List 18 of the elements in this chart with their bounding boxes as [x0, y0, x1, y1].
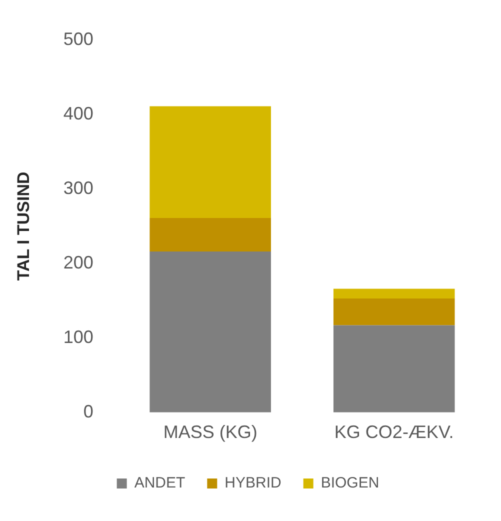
bar	[150, 218, 271, 252]
bar	[333, 288, 455, 298]
x-tick-label: MASS (KG)	[163, 422, 258, 442]
y-tick-label: 100	[63, 326, 94, 347]
y-tick-label: 300	[63, 178, 94, 198]
y-tick-label: 0	[83, 401, 94, 422]
bar	[333, 298, 455, 326]
bar	[333, 325, 455, 412]
y-tick-label: 500	[63, 28, 94, 49]
legend-label: ANDET	[134, 474, 186, 492]
y-tick-label: 200	[63, 252, 94, 272]
y-tick-label: 400	[63, 103, 94, 124]
legend-label: BIOGEN	[320, 474, 380, 492]
bar	[150, 106, 271, 218]
x-tick-label: KG CO2-ÆKV.	[334, 422, 454, 442]
y-axis-title: TAL I TUSIND	[14, 172, 33, 281]
bar	[150, 252, 271, 412]
legend-label: HYBRID	[224, 474, 282, 492]
